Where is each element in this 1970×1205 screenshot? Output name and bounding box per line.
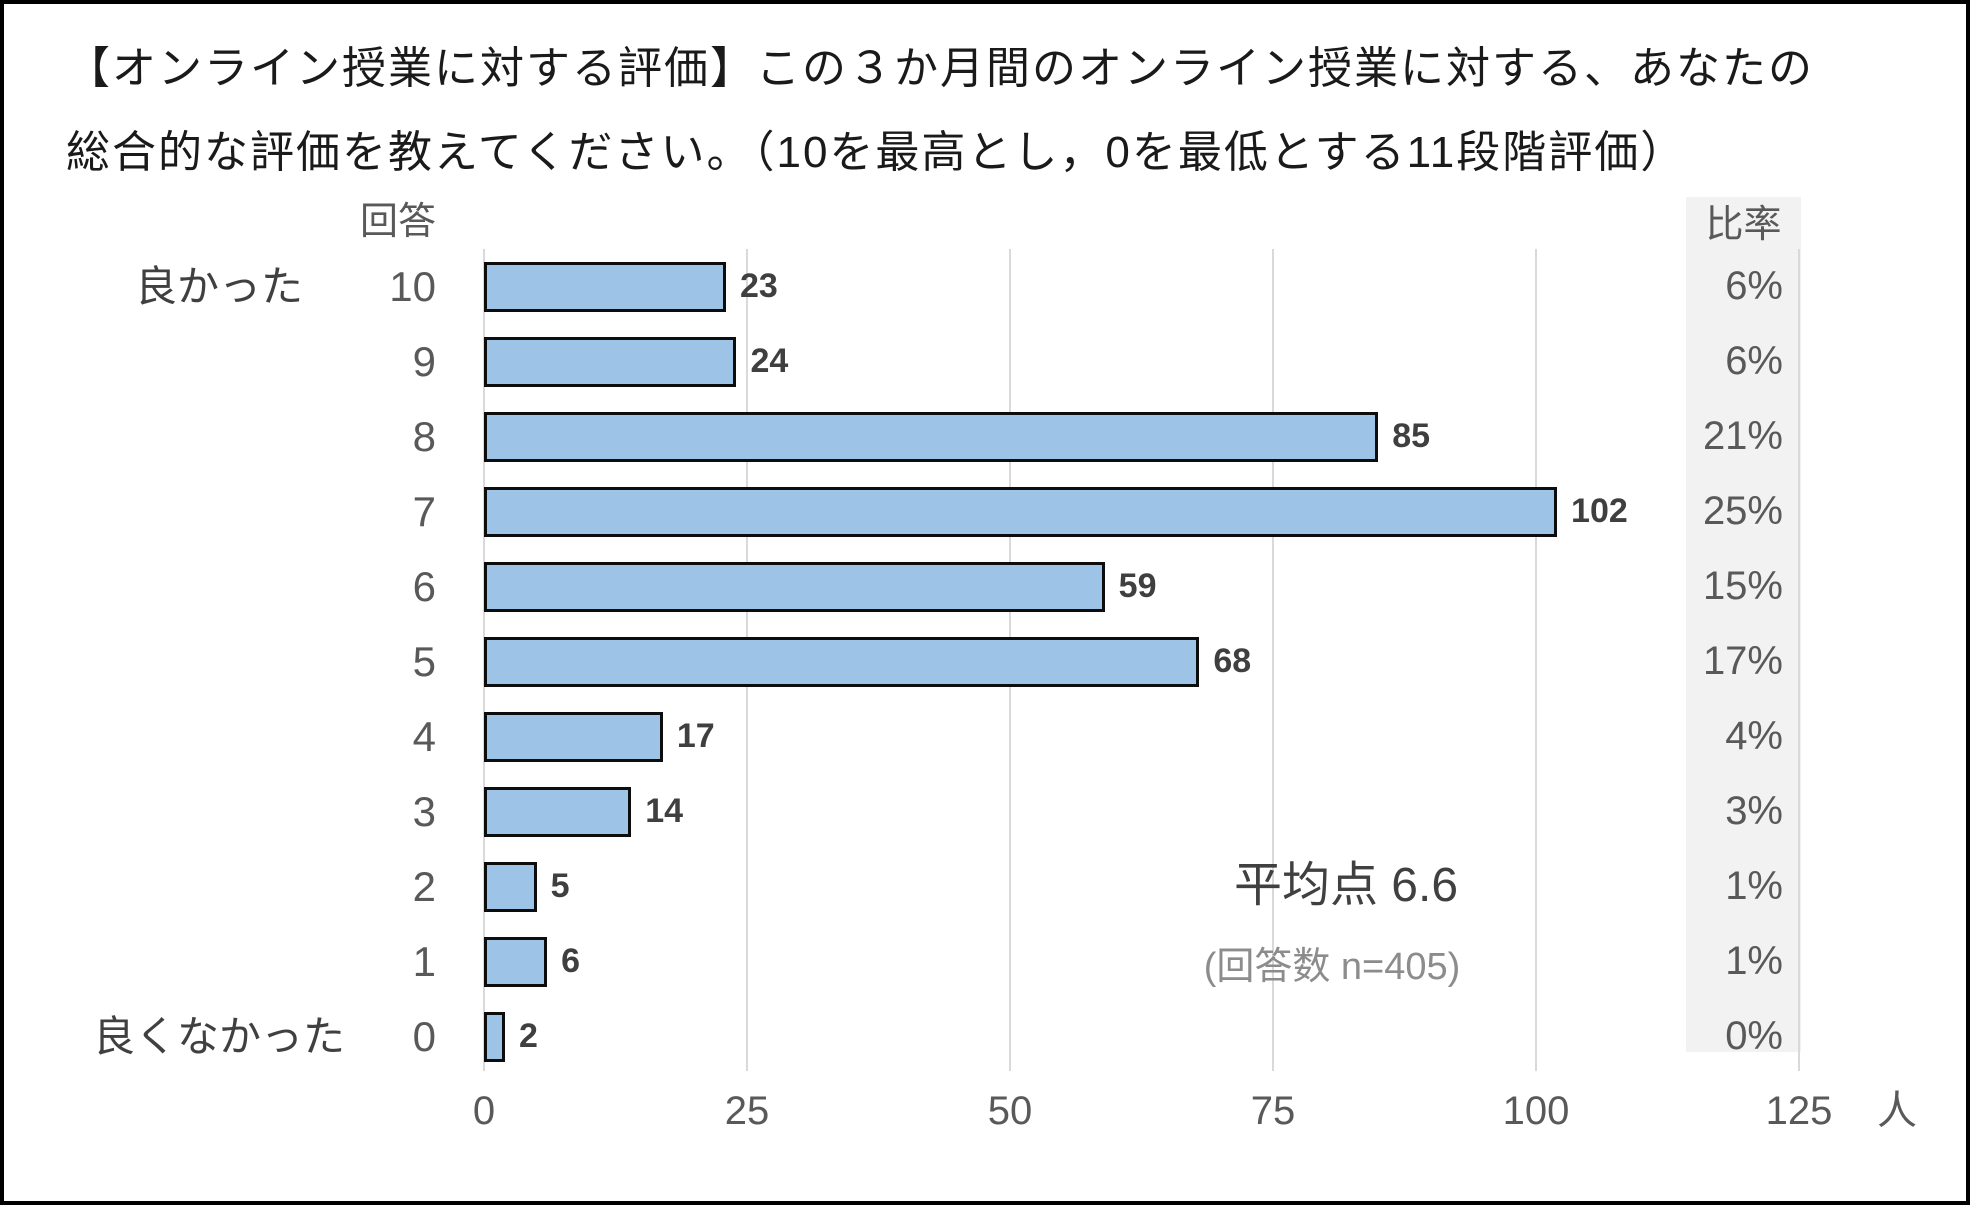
bar-score-4 (484, 711, 663, 762)
bar-value-label-0: 2 (519, 1017, 538, 1055)
x-axis-tick-125: 125 (1765, 1089, 1833, 1133)
percentage-label-10: 6% (1725, 264, 1783, 308)
x-axis-tick-50: 50 (987, 1089, 1033, 1133)
bar-score-0 (484, 1011, 506, 1062)
gridline-75 (1272, 249, 1274, 1071)
category-label-10: 10 (389, 263, 436, 310)
percentage-label-0: 0% (1725, 1014, 1783, 1058)
bar-value-label-1: 6 (561, 942, 581, 980)
bar-score-5 (484, 636, 1200, 687)
category-label-6: 6 (412, 563, 436, 610)
bar-score-3 (484, 786, 632, 837)
category-label-4: 4 (412, 713, 436, 760)
percentage-label-8: 21% (1702, 414, 1783, 458)
x-axis-unit-label: 人 (1877, 1089, 1917, 1133)
category-label-1: 1 (412, 938, 436, 985)
bar-value-label-2: 5 (550, 867, 570, 905)
chart-title-line-2: 総合的な評価を教えてください。（10を最高とし，0を最低とする11段階評価） (66, 128, 1687, 177)
scale-label-not-good: 良くなかった (92, 1013, 345, 1060)
bar-value-label-10: 23 (739, 267, 778, 305)
percentage-label-7: 25% (1702, 489, 1783, 533)
bar-score-1 (484, 936, 548, 987)
bar-value-label-4: 17 (676, 717, 715, 755)
bar-score-2 (484, 861, 537, 912)
gridline-100 (1535, 249, 1537, 1071)
percentage-label-3: 3% (1725, 789, 1783, 833)
category-label-7: 7 (412, 488, 436, 535)
category-label-0: 0 (412, 1013, 436, 1060)
x-axis-tick-25: 25 (724, 1089, 770, 1133)
bar-value-label-5: 68 (1213, 642, 1252, 680)
column-header-answer: 回答 (359, 201, 436, 243)
x-axis-tick-100: 100 (1502, 1089, 1570, 1133)
bar-score-8 (484, 411, 1379, 462)
category-label-9: 9 (412, 338, 436, 385)
bar-score-7 (484, 486, 1558, 537)
bar-score-6 (484, 561, 1105, 612)
percentage-label-1: 1% (1725, 939, 1783, 983)
bar-value-label-7: 102 (1571, 492, 1628, 530)
percentage-label-4: 4% (1725, 714, 1783, 758)
gridline-125 (1798, 249, 1800, 1071)
x-axis-tick-0: 0 (472, 1089, 496, 1133)
chart-title-line-1: 【オンライン授業に対する評価】この３か月間のオンライン授業に対する、あなたの (66, 44, 1814, 93)
scale-label-good: 良かった (134, 263, 303, 310)
bar-value-label-9: 24 (750, 342, 789, 380)
percentage-label-9: 6% (1725, 339, 1783, 383)
category-label-2: 2 (412, 863, 436, 910)
percentage-label-2: 1% (1725, 864, 1783, 908)
bar-value-label-8: 85 (1392, 417, 1431, 455)
column-header-ratio: 比率 (1705, 204, 1782, 246)
sample-size-annotation: (回答数 n=405) (1203, 946, 1461, 988)
category-label-8: 8 (412, 413, 436, 460)
bar-value-label-3: 14 (645, 792, 684, 830)
ratio-column-panel: 比率 6% 6% 21% 25% 15% 17% 4% 3% 1% 1% 0% (1686, 197, 1801, 1058)
category-label-5: 5 (412, 638, 436, 685)
x-axis-tick-75: 75 (1250, 1089, 1296, 1133)
bar-score-10 (484, 261, 726, 312)
mean-score-annotation: 平均点 6.6 (1233, 859, 1459, 912)
bar-score-9 (484, 336, 737, 387)
percentage-label-6: 15% (1702, 564, 1783, 608)
percentage-label-5: 17% (1702, 639, 1783, 683)
category-label-3: 3 (412, 788, 436, 835)
bar-value-label-6: 59 (1118, 567, 1157, 605)
